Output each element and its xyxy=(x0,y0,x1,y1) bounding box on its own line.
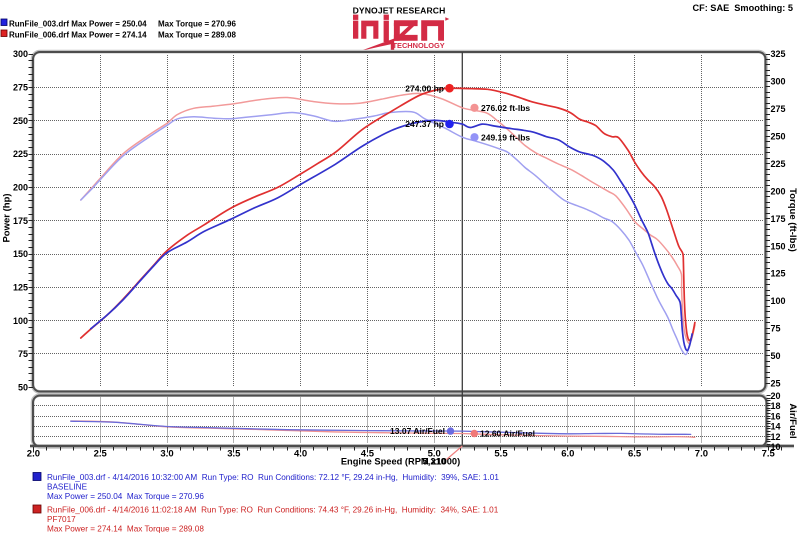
svg-text:Air/Fuel: Air/Fuel xyxy=(787,403,798,438)
svg-text:225: 225 xyxy=(13,149,28,159)
svg-text:3.5: 3.5 xyxy=(227,449,241,460)
svg-text:250: 250 xyxy=(771,132,786,142)
svg-text:100: 100 xyxy=(13,316,28,326)
svg-text:5.0: 5.0 xyxy=(428,449,441,460)
svg-text:7.5: 7.5 xyxy=(762,449,776,460)
svg-text:RunFile_006.drf - 4/14/2016 11: RunFile_006.drf - 4/14/2016 11:02:18 AM … xyxy=(47,506,499,515)
svg-text:12: 12 xyxy=(771,432,781,442)
svg-text:TECHNOLOGY: TECHNOLOGY xyxy=(393,41,445,50)
svg-text:25: 25 xyxy=(771,379,781,389)
svg-text:300: 300 xyxy=(771,77,786,87)
svg-text:Power (hp): Power (hp) xyxy=(2,193,13,242)
svg-text:16: 16 xyxy=(771,411,781,421)
svg-text:5.5: 5.5 xyxy=(494,449,508,460)
svg-text:3.0: 3.0 xyxy=(160,449,173,460)
svg-text:Max Torque = 289.08: Max Torque = 289.08 xyxy=(158,31,236,40)
svg-text:75: 75 xyxy=(18,349,28,359)
svg-text:4.0: 4.0 xyxy=(294,449,307,460)
svg-text:125: 125 xyxy=(13,283,28,293)
svg-text:275: 275 xyxy=(13,83,28,93)
svg-text:275: 275 xyxy=(771,104,786,114)
svg-text:CF: SAE Smoothing: 5: CF: SAE Smoothing: 5 xyxy=(692,3,793,13)
svg-text:Max Power = 250.04 Max Torque: Max Power = 250.04 Max Torque = 270.96 xyxy=(47,492,204,501)
svg-text:PF7017: PF7017 xyxy=(47,515,76,524)
svg-text:150: 150 xyxy=(13,249,28,259)
svg-text:50: 50 xyxy=(18,383,28,393)
svg-text:175: 175 xyxy=(13,216,28,226)
svg-text:Engine Speed (RPM x1000): Engine Speed (RPM x1000) xyxy=(341,457,460,467)
svg-text:200: 200 xyxy=(13,183,28,193)
svg-text:200: 200 xyxy=(771,186,786,196)
svg-text:14: 14 xyxy=(771,422,781,432)
svg-text:6.5: 6.5 xyxy=(628,449,642,460)
svg-text:20: 20 xyxy=(771,391,781,401)
svg-text:18: 18 xyxy=(771,401,781,411)
svg-text:Max Torque = 270.96: Max Torque = 270.96 xyxy=(158,20,236,29)
svg-text:BASELINE: BASELINE xyxy=(47,483,88,492)
svg-text:100: 100 xyxy=(771,296,786,306)
svg-text:7.0: 7.0 xyxy=(695,449,708,460)
svg-text:249.19 ft-lbs: 249.19 ft-lbs xyxy=(481,132,530,142)
svg-text:300: 300 xyxy=(13,49,28,59)
svg-text:2.0: 2.0 xyxy=(27,449,40,460)
svg-text:10: 10 xyxy=(771,442,781,452)
svg-text:RunFile_003.drf Max Power = 25: RunFile_003.drf Max Power = 250.04 xyxy=(9,20,147,29)
svg-text:75: 75 xyxy=(771,324,781,334)
svg-text:Torque (ft-lbs): Torque (ft-lbs) xyxy=(787,188,798,252)
svg-text:6.0: 6.0 xyxy=(561,449,574,460)
svg-text:DYNOJET RESEARCH: DYNOJET RESEARCH xyxy=(353,6,446,16)
svg-text:325: 325 xyxy=(771,49,786,59)
svg-text:175: 175 xyxy=(771,214,786,224)
svg-text:276.02 ft-lbs: 276.02 ft-lbs xyxy=(481,103,530,113)
svg-text:13.07 Air/Fuel: 13.07 Air/Fuel xyxy=(390,426,445,436)
svg-text:274.00 hp: 274.00 hp xyxy=(405,83,444,93)
svg-text:RunFile_003.drf - 4/14/2016 10: RunFile_003.drf - 4/14/2016 10:32:00 AM … xyxy=(47,473,499,482)
svg-text:250: 250 xyxy=(13,116,28,126)
svg-text:247.37 hp: 247.37 hp xyxy=(405,119,444,129)
svg-text:2.5: 2.5 xyxy=(94,449,108,460)
svg-text:150: 150 xyxy=(771,241,786,251)
svg-text:5,210: 5,210 xyxy=(423,456,446,467)
svg-text:225: 225 xyxy=(771,159,786,169)
svg-text:Max Power = 274.14 Max Torque: Max Power = 274.14 Max Torque = 289.08 xyxy=(47,525,204,534)
svg-text:4.5: 4.5 xyxy=(361,449,375,460)
svg-text:RunFile_006.drf Max Power = 27: RunFile_006.drf Max Power = 274.14 xyxy=(9,31,147,40)
svg-text:50: 50 xyxy=(771,351,781,361)
svg-text:12.60 Air/Fuel: 12.60 Air/Fuel xyxy=(480,429,535,439)
svg-text:125: 125 xyxy=(771,269,786,279)
